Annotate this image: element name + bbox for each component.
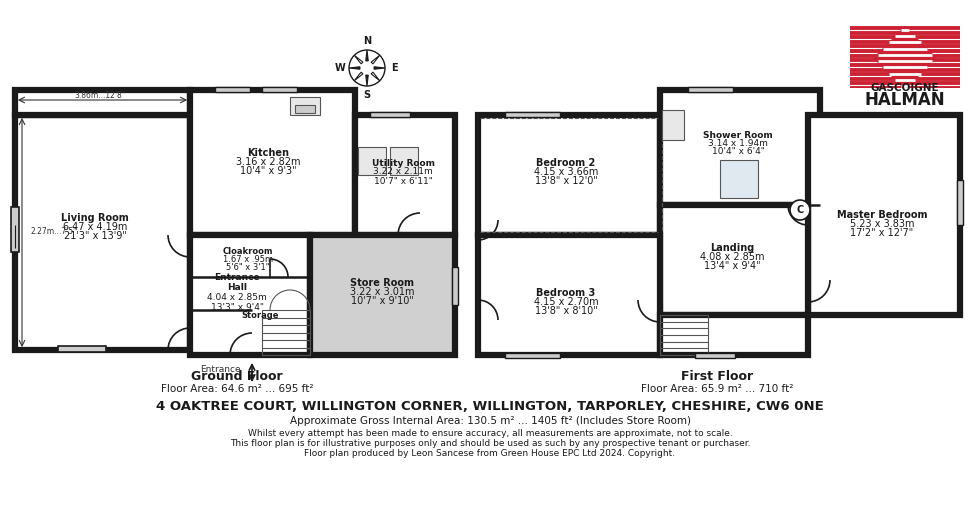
- Polygon shape: [371, 55, 379, 64]
- Bar: [808, 115, 960, 315]
- Bar: [262, 310, 310, 355]
- Text: First Floor: First Floor: [681, 370, 753, 383]
- Text: 1.67 x .95m: 1.67 x .95m: [222, 255, 273, 265]
- Text: 3.22 x 2.11m: 3.22 x 2.11m: [373, 168, 433, 176]
- Bar: [370, 112, 410, 117]
- Text: 4.04 x 2.85m: 4.04 x 2.85m: [207, 294, 267, 302]
- Text: 5'6" x 3'1": 5'6" x 3'1": [226, 264, 270, 272]
- Text: This floor plan is for illustrative purposes only and should be used as such by : This floor plan is for illustrative purp…: [229, 439, 751, 449]
- Bar: [215, 87, 250, 92]
- Bar: [660, 90, 820, 205]
- Text: 13'8" x 12'0": 13'8" x 12'0": [534, 176, 598, 186]
- Bar: [15, 115, 190, 350]
- Polygon shape: [349, 67, 360, 69]
- Text: Bedroom 3: Bedroom 3: [536, 288, 596, 298]
- Bar: [310, 235, 455, 355]
- Text: Floor Area: 64.6 m² ... 695 ft²: Floor Area: 64.6 m² ... 695 ft²: [161, 384, 314, 394]
- Bar: [720, 160, 758, 198]
- Text: Floor plan produced by Leon Sancese from Green House EPC Ltd 2024. Copyright.: Floor plan produced by Leon Sancese from…: [305, 449, 675, 459]
- Polygon shape: [374, 67, 385, 69]
- Bar: [295, 105, 315, 113]
- Bar: [505, 112, 560, 117]
- Bar: [478, 235, 660, 355]
- Bar: [845, 88, 970, 110]
- Text: 21'3" x 13'9": 21'3" x 13'9": [64, 231, 126, 241]
- Text: Living Room: Living Room: [61, 213, 129, 223]
- Polygon shape: [366, 50, 368, 61]
- Text: HALMAN: HALMAN: [864, 91, 946, 109]
- Text: 10'4" x 6'4": 10'4" x 6'4": [711, 146, 764, 156]
- Text: 13'4" x 9'4": 13'4" x 9'4": [704, 261, 760, 271]
- Text: E: E: [391, 63, 397, 73]
- Text: 10'7" x 6'11": 10'7" x 6'11": [373, 176, 432, 186]
- Text: Storage: Storage: [241, 311, 278, 320]
- Text: 3.86m...12'8": 3.86m...12'8": [74, 92, 125, 100]
- Polygon shape: [366, 75, 368, 86]
- Text: Floor Area: 65.9 m² ... 710 ft²: Floor Area: 65.9 m² ... 710 ft²: [641, 384, 793, 394]
- Text: Utility Room: Utility Room: [371, 159, 434, 168]
- Polygon shape: [873, 26, 937, 90]
- Text: 4.15 x 2.70m: 4.15 x 2.70m: [534, 297, 599, 307]
- Bar: [190, 90, 355, 235]
- Bar: [355, 115, 455, 235]
- Text: Entrance: Entrance: [215, 273, 260, 282]
- Bar: [505, 353, 560, 358]
- Bar: [11, 207, 19, 252]
- Circle shape: [790, 200, 810, 220]
- Text: 3.22 x 3.01m: 3.22 x 3.01m: [350, 287, 415, 297]
- Bar: [15, 90, 190, 115]
- Polygon shape: [355, 55, 363, 64]
- Text: 3.14 x 1.94m: 3.14 x 1.94m: [709, 139, 768, 147]
- Text: S: S: [364, 90, 370, 100]
- Bar: [58, 346, 106, 352]
- Bar: [688, 87, 733, 92]
- Polygon shape: [371, 72, 379, 81]
- Text: GASCOIGNE: GASCOIGNE: [870, 83, 939, 93]
- Text: W: W: [334, 63, 345, 73]
- Text: 5.23 x 3.83m: 5.23 x 3.83m: [850, 219, 914, 229]
- Text: 17'2" x 12'7": 17'2" x 12'7": [851, 228, 913, 238]
- Text: 4 OAKTREE COURT, WILLINGTON CORNER, WILLINGTON, TARPORLEY, CHESHIRE, CW6 0NE: 4 OAKTREE COURT, WILLINGTON CORNER, WILL…: [156, 401, 824, 414]
- Bar: [478, 115, 660, 235]
- Text: Kitchen: Kitchen: [247, 148, 289, 158]
- Text: Ground Floor: Ground Floor: [191, 370, 283, 383]
- Bar: [660, 205, 808, 315]
- Text: 3.16 x 2.82m: 3.16 x 2.82m: [236, 157, 300, 167]
- Text: 10'4" x 9'3": 10'4" x 9'3": [240, 166, 296, 176]
- Text: N: N: [363, 36, 371, 46]
- Text: 13'8" x 8'10": 13'8" x 8'10": [535, 306, 598, 316]
- Text: 6.47 x 4.19m: 6.47 x 4.19m: [63, 222, 127, 232]
- Bar: [190, 235, 310, 355]
- Text: Bedroom 2: Bedroom 2: [536, 158, 596, 168]
- Bar: [695, 353, 735, 358]
- Text: Hall: Hall: [227, 282, 247, 292]
- Text: Store Room: Store Room: [350, 278, 414, 288]
- Bar: [262, 87, 297, 92]
- Text: Shower Room: Shower Room: [703, 130, 773, 140]
- Text: 10'7" x 9'10": 10'7" x 9'10": [351, 296, 414, 306]
- Circle shape: [349, 50, 385, 86]
- Bar: [662, 110, 684, 140]
- Text: 2.27m...7'5": 2.27m...7'5": [30, 227, 76, 236]
- Bar: [660, 315, 808, 355]
- Bar: [358, 147, 386, 175]
- Bar: [290, 97, 320, 115]
- Text: C: C: [797, 205, 804, 215]
- Text: Master Bedroom: Master Bedroom: [837, 210, 927, 220]
- Polygon shape: [355, 72, 363, 81]
- Bar: [452, 267, 458, 305]
- Text: Approximate Gross Internal Area: 130.5 m² ... 1405 ft² (Includes Store Room): Approximate Gross Internal Area: 130.5 m…: [289, 416, 691, 426]
- Bar: [390, 147, 418, 175]
- Bar: [858, 87, 906, 92]
- Bar: [845, 10, 970, 110]
- Text: 4.08 x 2.85m: 4.08 x 2.85m: [700, 252, 764, 262]
- Text: Landing: Landing: [710, 243, 755, 253]
- Text: Cloakroom: Cloakroom: [222, 248, 273, 256]
- Text: 4.15 x 3.66m: 4.15 x 3.66m: [534, 167, 598, 177]
- Bar: [957, 180, 963, 225]
- Text: 13'3" x 9'4": 13'3" x 9'4": [211, 302, 264, 312]
- Bar: [660, 315, 708, 355]
- Text: Entrance: Entrance: [200, 366, 240, 374]
- Text: Whilst every attempt has been made to ensure accuracy, all measurements are appr: Whilst every attempt has been made to en…: [248, 430, 732, 438]
